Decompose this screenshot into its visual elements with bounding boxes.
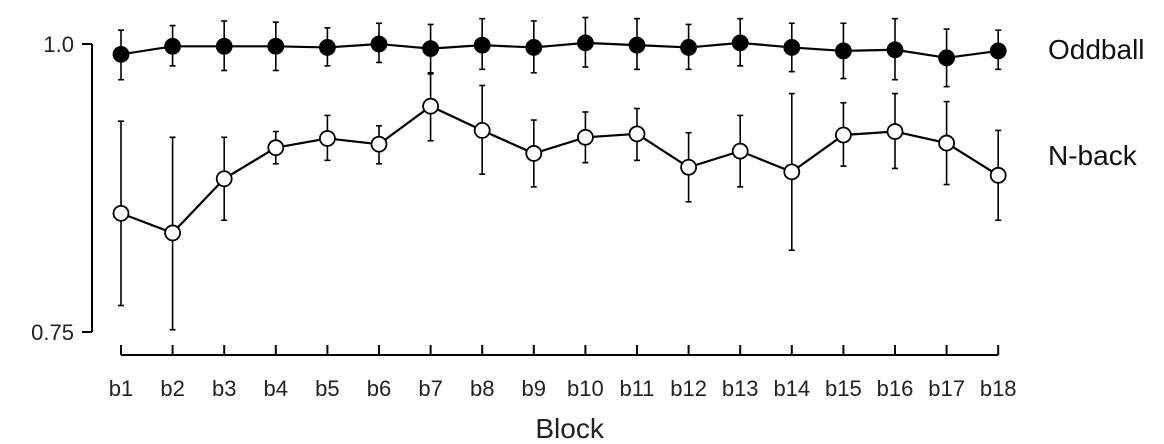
data-point — [783, 39, 801, 56]
data-point — [422, 97, 440, 115]
x-tick-label: b15 — [825, 376, 862, 401]
data-point — [989, 166, 1007, 184]
series-line — [120, 41, 999, 59]
data-point — [370, 135, 388, 153]
data-point — [215, 37, 233, 55]
x-tick-label: b4 — [264, 376, 288, 401]
x-tick-label: b18 — [980, 376, 1017, 401]
data-point — [783, 163, 801, 181]
data-point — [886, 41, 904, 59]
x-tick-label: b17 — [928, 376, 965, 401]
data-point — [577, 128, 594, 146]
data-point — [731, 34, 749, 52]
data-point — [422, 40, 440, 58]
data-point — [267, 139, 285, 157]
x-tick-label: b10 — [567, 376, 604, 401]
x-tick-label: b9 — [522, 376, 546, 401]
x-tick-label: b7 — [418, 376, 442, 401]
data-point — [680, 39, 697, 56]
x-tick-label: b16 — [877, 376, 914, 401]
x-axis: b1 b2 b3 b4 b5 b6 b7 b8 b9 b10 b11 b12 b13 b14 b15 b16 b… — [109, 345, 1017, 401]
data-point — [835, 42, 852, 60]
x-tick-label: b6 — [367, 376, 391, 401]
data-point — [473, 36, 491, 54]
data-point — [680, 158, 697, 176]
data-point — [318, 39, 336, 56]
series-layer: Oddball N-back — [112, 16, 1145, 331]
data-point — [628, 36, 646, 54]
x-tick-label: b8 — [470, 376, 494, 401]
y-tick-label: 0.75 — [31, 320, 74, 345]
data-point — [215, 170, 233, 188]
y-axis: 0.75 1.0 — [31, 32, 93, 345]
x-tick-label: b12 — [670, 376, 707, 401]
x-tick-label: b11 — [619, 376, 654, 401]
data-point — [525, 39, 543, 56]
data-point — [577, 34, 594, 52]
x-tick-label: b5 — [315, 376, 339, 401]
legend-label: N-back — [1048, 140, 1138, 171]
data-point — [112, 45, 130, 63]
x-tick-label: b2 — [160, 376, 184, 401]
series-n-back: N-back — [112, 72, 1138, 331]
series-oddball: Oddball — [112, 16, 1145, 88]
x-tick-label: b3 — [212, 376, 236, 401]
legend-label: Oddball — [1048, 34, 1145, 65]
data-point — [164, 224, 182, 242]
data-point — [938, 134, 955, 152]
series-line — [120, 104, 999, 235]
data-point — [112, 204, 130, 222]
data-point — [938, 49, 955, 67]
data-point — [525, 145, 543, 162]
x-tick-label: b13 — [722, 376, 759, 401]
data-point — [164, 37, 182, 55]
y-tick-label: 1.0 — [43, 32, 74, 57]
x-tick-label: b14 — [773, 376, 810, 401]
data-point — [835, 126, 852, 144]
data-point — [267, 37, 285, 55]
data-point — [628, 125, 646, 143]
data-point — [989, 42, 1007, 60]
x-axis-title: Block — [535, 413, 604, 444]
data-point — [370, 35, 388, 53]
data-point — [731, 142, 749, 160]
data-point — [318, 130, 336, 147]
data-point — [886, 123, 904, 140]
data-point — [473, 121, 491, 139]
x-tick-label: b1 — [109, 376, 133, 401]
